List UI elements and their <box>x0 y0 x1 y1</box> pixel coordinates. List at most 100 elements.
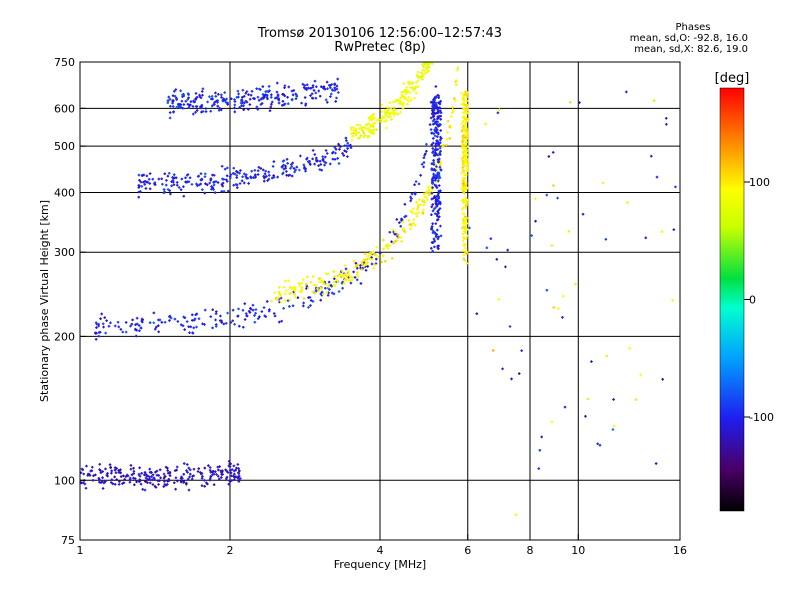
data-point <box>317 289 320 293</box>
data-point <box>102 481 106 485</box>
data-point <box>244 312 248 315</box>
data-point <box>435 123 439 126</box>
data-point <box>369 253 373 257</box>
data-point <box>278 286 281 289</box>
data-point <box>209 315 213 318</box>
data-point <box>334 151 337 155</box>
data-points <box>79 61 677 517</box>
data-point <box>382 238 385 242</box>
data-point <box>464 136 467 139</box>
data-point <box>363 264 367 267</box>
data-point <box>439 168 443 172</box>
data-point <box>140 471 144 475</box>
data-point <box>140 184 144 188</box>
data-point <box>433 111 436 115</box>
data-point <box>333 275 336 278</box>
data-point <box>356 123 359 127</box>
data-point <box>434 169 437 172</box>
data-point <box>439 123 442 126</box>
data-point <box>152 311 156 315</box>
data-point <box>192 99 196 103</box>
data-point <box>463 158 466 162</box>
data-point <box>176 183 179 187</box>
data-point <box>427 188 430 191</box>
data-point <box>151 473 155 477</box>
data-point <box>195 109 199 112</box>
data-point <box>439 234 443 238</box>
data-point <box>108 463 112 466</box>
data-point <box>205 481 208 485</box>
data-point <box>550 420 554 424</box>
data-point <box>377 118 380 122</box>
data-point <box>563 405 567 409</box>
data-point <box>219 469 223 473</box>
data-point <box>273 96 277 100</box>
data-point <box>203 172 207 176</box>
data-point <box>247 108 250 111</box>
data-point <box>141 318 145 322</box>
data-point <box>431 178 434 181</box>
data-point <box>568 101 572 104</box>
data-point <box>159 476 162 480</box>
data-point <box>465 216 468 219</box>
data-point <box>435 234 438 238</box>
data-point <box>259 167 263 170</box>
data-point <box>567 230 571 233</box>
data-point <box>168 470 172 474</box>
data-point <box>435 186 439 189</box>
data-point <box>247 182 250 185</box>
data-point <box>380 117 383 121</box>
data-point <box>562 294 565 298</box>
data-point <box>336 157 339 160</box>
data-point <box>256 317 260 320</box>
data-point <box>314 284 318 288</box>
data-point <box>189 325 193 329</box>
data-point <box>308 159 311 163</box>
x-axis: 1 2 4 6 8 10 16 <box>77 534 687 557</box>
data-point <box>204 110 208 113</box>
data-point <box>465 95 469 99</box>
data-point <box>148 467 152 471</box>
data-point <box>192 326 196 330</box>
data-point <box>248 103 252 106</box>
chart-subtitle: RwPretec (8p) <box>334 40 426 55</box>
data-point <box>312 283 316 287</box>
data-point <box>332 283 336 287</box>
data-point <box>213 100 217 104</box>
data-point <box>540 435 543 439</box>
data-point <box>188 331 191 335</box>
data-point <box>233 103 237 107</box>
data-point <box>167 171 171 175</box>
data-point <box>237 467 240 470</box>
data-point <box>215 473 218 476</box>
data-point <box>385 118 388 122</box>
data-point <box>463 176 467 180</box>
data-point <box>433 231 437 234</box>
data-point <box>340 269 344 273</box>
data-point <box>82 472 86 476</box>
data-point <box>200 477 204 480</box>
x-axis-label: Frequency [MHz] <box>334 558 426 571</box>
data-point <box>190 183 194 186</box>
data-point <box>463 243 467 247</box>
data-point <box>423 69 427 72</box>
data-point <box>465 99 469 103</box>
data-point <box>430 197 434 201</box>
data-point <box>414 180 418 183</box>
data-point <box>451 106 454 109</box>
data-point <box>210 185 213 188</box>
data-point <box>439 118 443 121</box>
data-point <box>410 192 414 196</box>
data-point <box>284 279 287 283</box>
data-point <box>435 176 439 180</box>
data-point <box>193 317 197 321</box>
data-point <box>391 228 395 232</box>
data-point <box>248 97 252 101</box>
data-point <box>105 319 108 322</box>
data-point <box>416 207 419 210</box>
data-point <box>371 129 375 133</box>
data-point <box>200 90 204 93</box>
data-point <box>292 167 296 170</box>
data-point <box>242 181 246 185</box>
data-point <box>225 178 228 182</box>
